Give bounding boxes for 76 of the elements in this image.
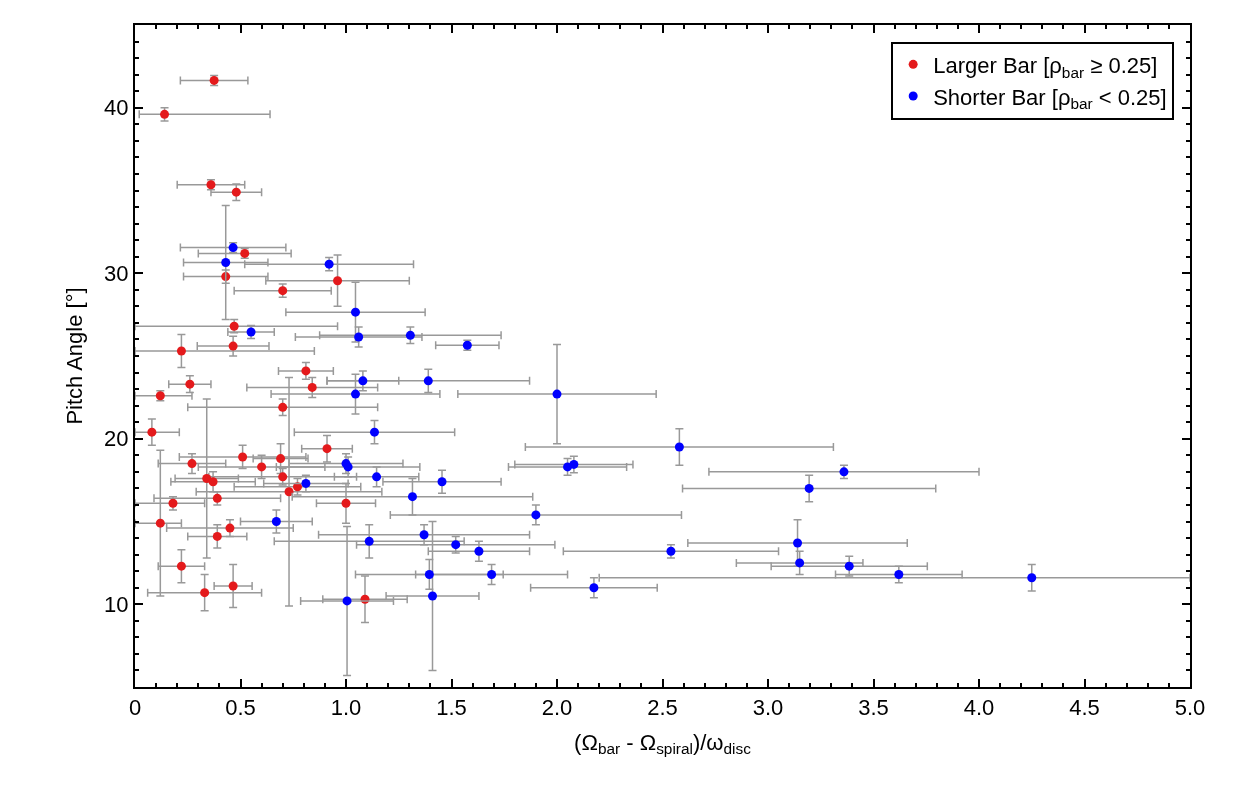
x-tick-label: 1.5 — [436, 695, 467, 721]
point — [1027, 573, 1037, 583]
x-tick-label: 4.5 — [1069, 695, 1100, 721]
x-tick-label: 0.5 — [225, 695, 256, 721]
legend-label: Larger Bar [ρ$_{bar}$ ≥ 0.25] — [933, 52, 1158, 81]
point — [322, 444, 332, 454]
point — [844, 561, 854, 571]
point — [176, 561, 186, 571]
point — [147, 427, 157, 437]
point — [238, 452, 248, 462]
point — [437, 477, 447, 487]
point — [185, 379, 195, 389]
point — [225, 523, 235, 533]
x-tick-label: 2.5 — [647, 695, 678, 721]
point — [487, 569, 497, 579]
point — [419, 530, 429, 540]
point — [187, 459, 197, 469]
point — [350, 307, 360, 317]
point — [795, 558, 805, 568]
point — [202, 473, 212, 483]
point — [424, 569, 434, 579]
x-tick-label: 3.5 — [858, 695, 889, 721]
point — [552, 389, 562, 399]
point — [278, 402, 288, 412]
point — [342, 596, 352, 606]
point — [341, 498, 351, 508]
point — [350, 389, 360, 399]
point — [358, 376, 368, 386]
x-tick-label: 1.0 — [330, 695, 362, 721]
y-tick-label: 40 — [104, 95, 129, 121]
point — [221, 257, 231, 267]
point — [793, 538, 803, 548]
point — [231, 187, 241, 197]
point — [208, 477, 218, 487]
x-tick-label: 4.0 — [963, 695, 995, 721]
point — [155, 518, 165, 528]
point — [301, 478, 311, 488]
point — [333, 276, 343, 286]
y-tick-label: 30 — [104, 260, 129, 286]
y-tick-label: 20 — [104, 426, 129, 452]
x-tick-label: 0 — [128, 695, 142, 721]
x-tick-label: 2.0 — [541, 695, 573, 721]
point — [307, 382, 317, 392]
point — [428, 591, 438, 601]
point — [301, 366, 311, 376]
legend-label: Shorter Bar [ρ$_{bar}$ < 0.25] — [933, 84, 1167, 113]
x-tick-label: 3.0 — [752, 695, 784, 721]
point — [804, 483, 814, 493]
x-axis-title: (Ω$_{bar}$ - Ω$_{spiral}$)/ω$_{disc}$ — [574, 729, 752, 758]
point — [405, 330, 415, 340]
point — [894, 569, 904, 579]
point — [674, 442, 684, 452]
point — [372, 472, 382, 482]
point — [271, 517, 281, 526]
point — [589, 583, 599, 593]
point — [569, 459, 579, 469]
point — [364, 536, 374, 546]
point — [228, 581, 238, 591]
point — [200, 588, 210, 598]
point — [276, 454, 286, 464]
point — [531, 510, 541, 520]
y-axis-title: Pitch Angle [°] — [62, 287, 88, 425]
point — [176, 346, 186, 356]
x-tick-label: 5.0 — [1174, 695, 1206, 721]
point — [474, 546, 484, 556]
point — [354, 332, 364, 342]
point — [423, 376, 433, 386]
point — [278, 472, 288, 482]
point — [369, 427, 379, 437]
point — [212, 531, 222, 541]
point — [228, 341, 238, 351]
point — [451, 540, 461, 550]
point — [284, 487, 294, 497]
point — [407, 492, 417, 502]
y-tick-label: 10 — [104, 591, 129, 617]
point — [257, 462, 267, 472]
